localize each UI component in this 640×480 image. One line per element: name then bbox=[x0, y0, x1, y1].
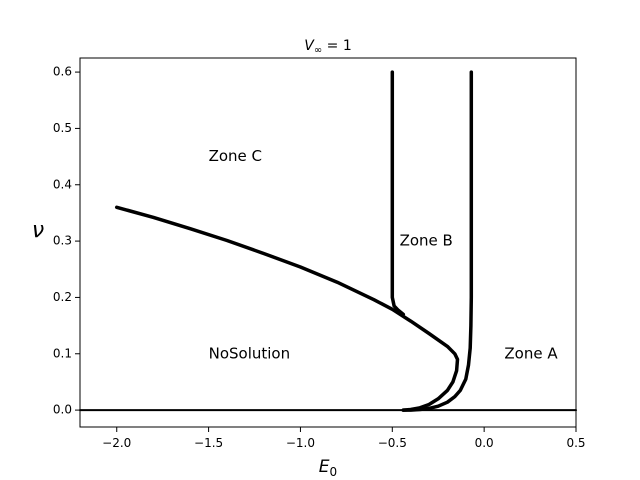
y-tick-label: 0.5 bbox=[53, 121, 72, 135]
y-tick-label: 0.1 bbox=[53, 346, 72, 360]
curve-1 bbox=[114, 205, 460, 412]
y-tick-label: 0.4 bbox=[53, 177, 72, 191]
annotation-3: Zone A bbox=[504, 344, 558, 362]
y-tick-label: 0.6 bbox=[53, 65, 72, 79]
x-tick-label: 0.5 bbox=[566, 436, 585, 450]
chart-title: V∞ = 1 bbox=[304, 38, 351, 56]
annotations: Zone C Zone B NoSolution Zone A bbox=[209, 147, 559, 362]
annotation-0: Zone C bbox=[209, 147, 262, 165]
y-axis: 0.0 0.1 0.2 0.3 0.4 0.5 0.6 bbox=[53, 65, 80, 417]
x-tick-label: 0.0 bbox=[475, 436, 494, 450]
y-tick-label: 0.2 bbox=[53, 290, 72, 304]
curve-2 bbox=[390, 70, 406, 317]
x-tick-label: −1.5 bbox=[194, 436, 223, 450]
x-tick-label: −0.5 bbox=[378, 436, 407, 450]
annotation-1: Zone B bbox=[400, 232, 453, 250]
curve-3 bbox=[401, 70, 474, 412]
x-tick-label: −2.0 bbox=[102, 436, 131, 450]
x-axis-label: E0 bbox=[319, 457, 337, 479]
y-axis-label: ν bbox=[32, 218, 44, 243]
x-tick-label: −1.0 bbox=[286, 436, 315, 450]
y-tick-label: 0.3 bbox=[53, 234, 72, 248]
plot-frame bbox=[79, 57, 577, 428]
plot-lines bbox=[79, 70, 577, 412]
y-tick-label: 0.0 bbox=[53, 403, 72, 417]
annotation-2: NoSolution bbox=[209, 344, 291, 362]
x-axis: −2.0 −1.5 −1.0 −0.5 0.0 0.5 bbox=[102, 427, 586, 450]
